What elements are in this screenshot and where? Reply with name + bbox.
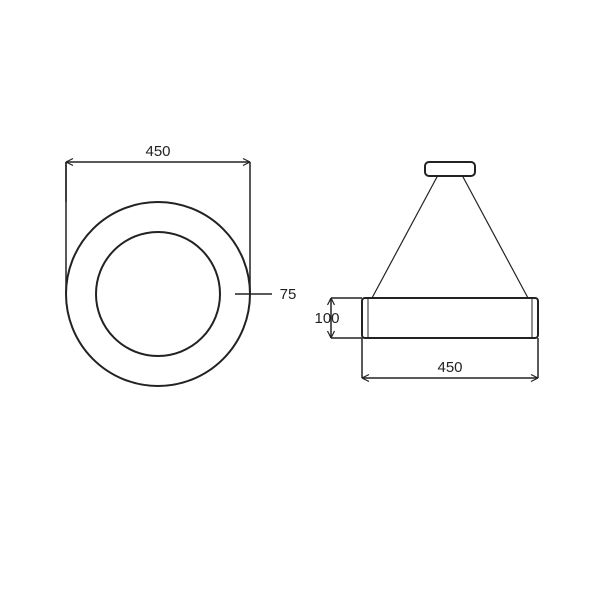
ring-width-label: 75 xyxy=(280,286,297,303)
side-width-label: 450 xyxy=(437,359,462,376)
technical-drawing: 450 75 100 450 xyxy=(0,0,600,600)
top-width-label: 450 xyxy=(145,143,170,160)
fixture-body xyxy=(362,298,538,338)
wire-right xyxy=(463,176,529,298)
height-label: 100 xyxy=(314,310,339,327)
wire-left xyxy=(372,176,438,298)
ceiling-mount xyxy=(425,162,475,176)
